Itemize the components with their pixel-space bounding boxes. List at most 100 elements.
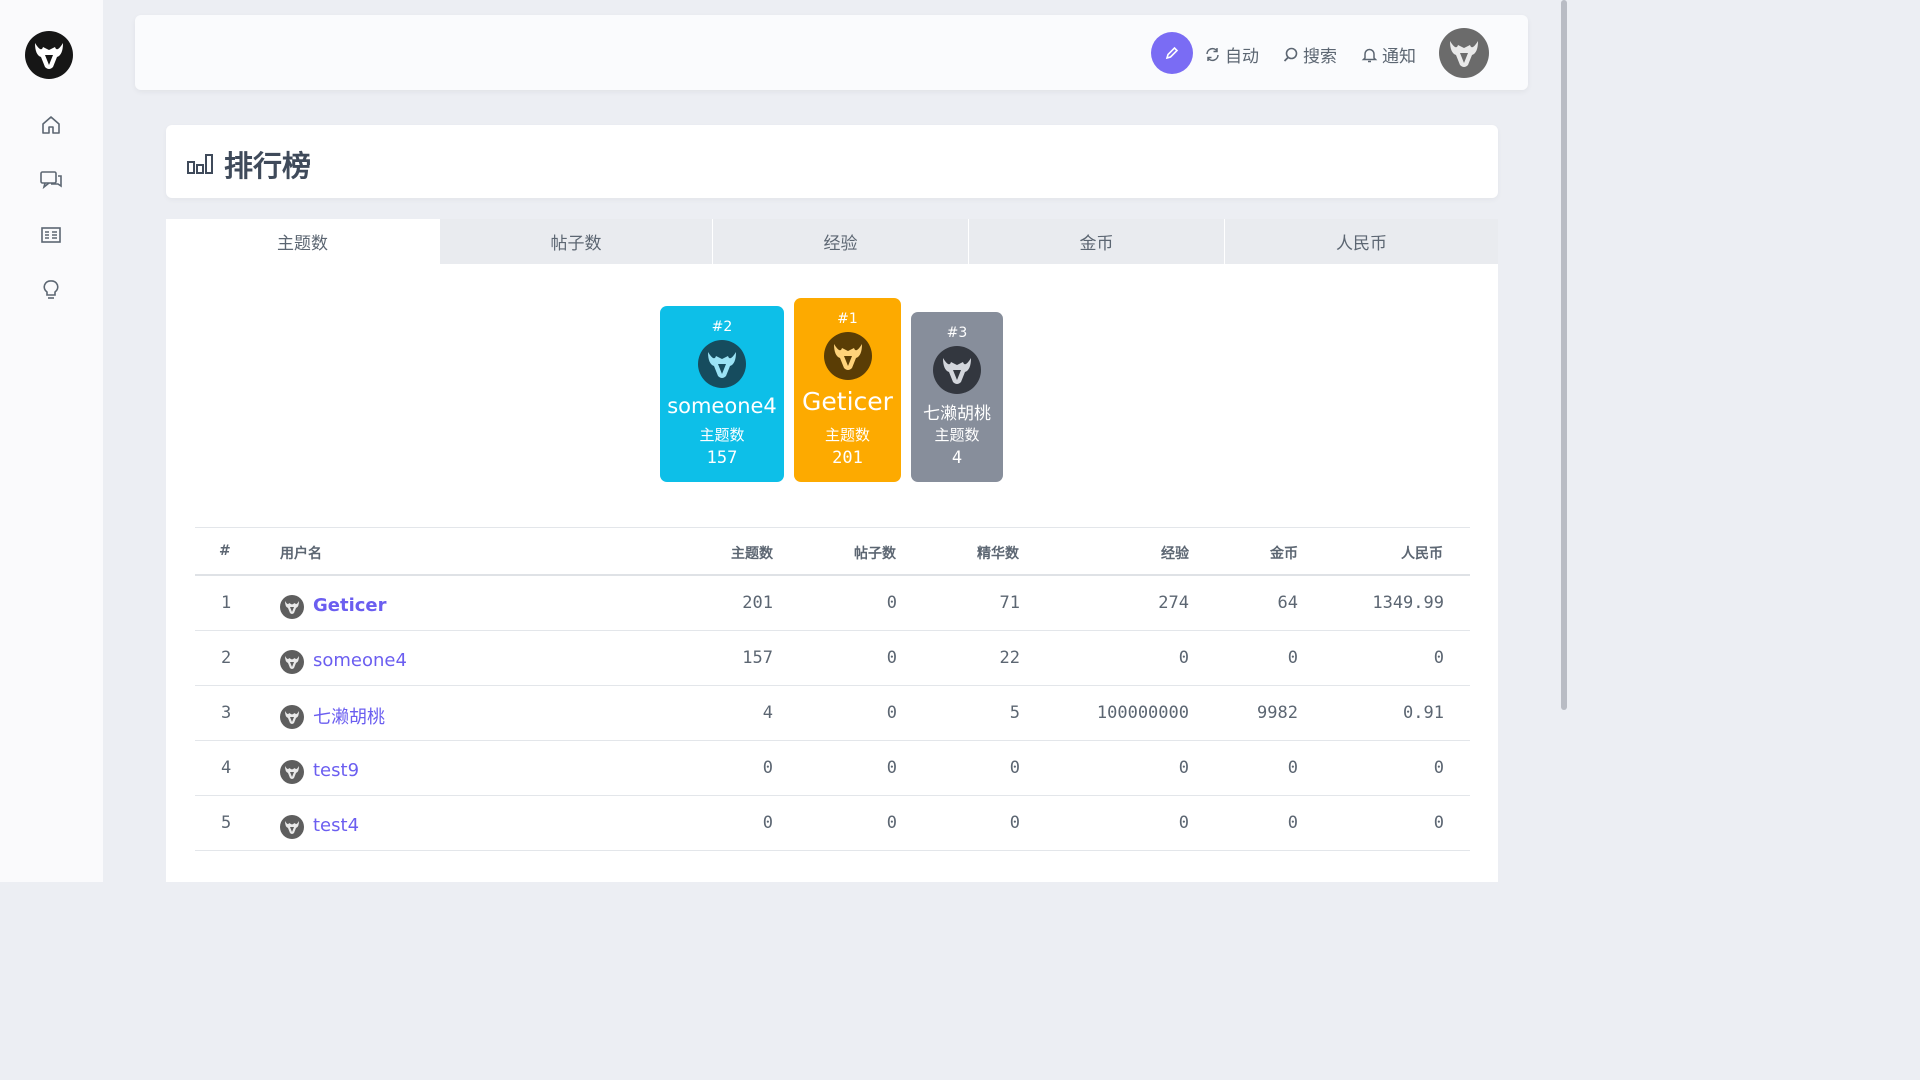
col-rmb[interactable]: 人民币: [1401, 546, 1443, 562]
cell-digest: 0: [1009, 813, 1020, 833]
user-avatar-small: [280, 705, 304, 729]
search-icon: [1283, 47, 1298, 62]
col-experience[interactable]: 经验: [1161, 546, 1189, 562]
user-link[interactable]: someone4: [280, 647, 407, 674]
user-avatar-small: [280, 815, 304, 839]
user-avatar[interactable]: [1439, 28, 1489, 78]
row-rank: 3: [221, 703, 232, 723]
cell-topics: 0: [762, 813, 773, 833]
podium-second[interactable]: #2 someone4 主题数 157: [660, 306, 784, 482]
cell-digest: 0: [1009, 758, 1020, 778]
cell-experience: 0: [1178, 648, 1189, 668]
row-rank: 2: [221, 648, 232, 668]
user-avatar-small: [280, 760, 304, 784]
podium-rank: #1: [837, 311, 858, 327]
tab-experience[interactable]: 经验: [712, 219, 968, 264]
bull-avatar-icon: [285, 821, 299, 834]
bell-icon: [1361, 48, 1378, 62]
username: someone4: [313, 650, 407, 671]
bull-avatar-icon: [285, 711, 299, 724]
cell-coins: 0: [1287, 648, 1298, 668]
table-row: 1 Geticer 201 0 71 274 64 1349.99: [195, 576, 1470, 631]
bull-avatar-icon: [833, 344, 862, 370]
lightbulb-icon[interactable]: [39, 278, 63, 302]
cell-posts: 0: [886, 648, 897, 668]
auto-label: 自动: [1225, 46, 1259, 67]
cell-posts: 0: [886, 813, 897, 833]
chat-icon[interactable]: [39, 168, 63, 192]
podium-first[interactable]: #1 Geticer 主题数 201: [794, 298, 901, 482]
cell-experience: 0: [1178, 813, 1189, 833]
table-row: 3 七濑胡桃 4 0 5 100000000 9982 0.91: [195, 686, 1470, 741]
tab-topics[interactable]: 主题数: [166, 219, 439, 264]
podium-rank: #3: [946, 325, 968, 341]
user-link[interactable]: 七濑胡桃: [280, 702, 385, 729]
cell-experience: 100000000: [1096, 703, 1189, 723]
search-label: 搜索: [1303, 46, 1337, 67]
col-digest[interactable]: 精华数: [977, 546, 1019, 562]
cell-coins: 64: [1277, 593, 1298, 613]
user-avatar-small: [280, 595, 304, 619]
cell-digest: 71: [999, 593, 1020, 613]
cell-posts: 0: [886, 758, 897, 778]
notify-button[interactable]: 通知: [1361, 42, 1416, 67]
top-bar: 自动 搜索 通知: [135, 15, 1528, 90]
bull-avatar-icon: [285, 656, 299, 669]
col-username[interactable]: 用户名: [280, 546, 322, 562]
page-title: 排行榜: [224, 149, 312, 183]
podium-value: 4: [951, 448, 963, 468]
col-rank[interactable]: #: [219, 543, 231, 559]
auto-refresh-button[interactable]: 自动: [1204, 42, 1259, 67]
page-scrollbar[interactable]: [1560, 0, 1568, 882]
home-icon[interactable]: [39, 113, 63, 137]
row-rank: 1: [221, 593, 232, 613]
col-topics[interactable]: 主题数: [731, 546, 773, 562]
bull-avatar-icon: [1450, 41, 1478, 67]
podium-rank: #2: [711, 319, 733, 335]
username: test9: [313, 760, 360, 781]
podium-third[interactable]: #3 七濑胡桃 主题数 4: [911, 312, 1003, 482]
podium-avatar: [823, 332, 872, 380]
podium-avatar: [698, 340, 746, 388]
tab-posts[interactable]: 帖子数: [439, 219, 712, 264]
notify-label: 通知: [1382, 46, 1416, 67]
row-rank: 4: [221, 758, 232, 778]
new-post-button[interactable]: [1151, 32, 1193, 74]
cell-experience: 0: [1178, 758, 1189, 778]
cell-topics: 157: [742, 648, 773, 668]
user-link[interactable]: test9: [280, 757, 359, 784]
username: Geticer: [313, 595, 387, 616]
cell-posts: 0: [886, 703, 897, 723]
podium-name: someone4: [667, 394, 777, 418]
logo[interactable]: [25, 31, 73, 79]
col-posts[interactable]: 帖子数: [854, 546, 896, 562]
search-button[interactable]: 搜索: [1282, 42, 1337, 67]
refresh-icon: [1206, 47, 1219, 61]
username: 七濑胡桃: [313, 706, 385, 728]
table-row: 5 test4 0 0 0 0 0 0: [195, 796, 1470, 851]
username: test4: [313, 815, 360, 836]
tab-bar: 主题数 帖子数 经验 金币 人民币: [166, 219, 1498, 264]
scrollbar-thumb[interactable]: [1561, 0, 1567, 710]
table-row: 2 someone4 157 0 22 0 0 0: [195, 631, 1470, 686]
cell-experience: 274: [1158, 593, 1189, 613]
cell-topics: 4: [762, 703, 773, 723]
podium-name: 七濑胡桃: [923, 404, 991, 424]
article-icon[interactable]: [39, 223, 63, 247]
bar-chart-icon: [187, 153, 215, 179]
podium-value: 201: [832, 448, 863, 468]
tab-coins[interactable]: 金币: [968, 219, 1224, 264]
title-card: 排行榜: [166, 125, 1498, 198]
cell-coins: 9982: [1257, 703, 1298, 723]
user-link[interactable]: Geticer: [280, 592, 387, 619]
table-row: 4 test9 0 0 0 0 0 0: [195, 741, 1470, 796]
user-link[interactable]: test4: [280, 812, 359, 839]
bull-avatar-icon: [943, 358, 971, 384]
podium-label: 主题数: [824, 426, 870, 444]
leaderboard-table: # 用户名 主题数 帖子数 精华数 经验 金币 人民币 1 Geticer 20…: [195, 527, 1470, 851]
col-coins[interactable]: 金币: [1270, 546, 1298, 562]
cell-digest: 22: [999, 648, 1020, 668]
podium-avatar: [933, 346, 981, 394]
bull-avatar-icon: [285, 601, 299, 614]
tab-rmb[interactable]: 人民币: [1224, 219, 1498, 264]
